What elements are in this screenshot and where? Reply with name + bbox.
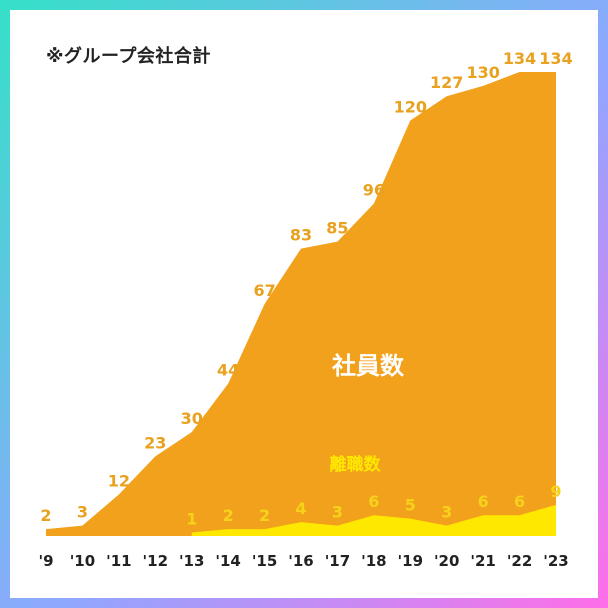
x-tick-label: '19 [398,552,423,570]
resignations-data-label: 5 [405,496,416,515]
x-tick-label: '14 [215,552,240,570]
x-tick-label: '17 [325,552,350,570]
employees-data-label: 127 [430,73,463,92]
resignations-data-label: 1 [186,510,197,529]
resignations-data-label: 2 [259,506,270,525]
x-tick-label: '21 [470,552,495,570]
x-tick-label: '11 [106,552,131,570]
resignations-data-label: 3 [441,503,452,522]
x-tick-label: '10 [70,552,95,570]
x-tick-label: '12 [143,552,168,570]
x-tick-label: '9 [38,552,53,570]
x-tick-label: '16 [288,552,313,570]
resignations-data-label: 2 [223,506,234,525]
x-tick-label: '22 [507,552,532,570]
employees-data-label: 85 [326,219,348,238]
employees-area [46,72,556,536]
resignations-data-label: 9 [550,482,561,501]
x-tick-label: '15 [252,552,277,570]
resignations-data-label: 6 [514,492,525,511]
employees-data-label: 67 [253,281,275,300]
resignations-series-label: 離職数 [330,454,382,475]
employees-data-label: 3 [77,503,88,522]
employees-data-label: 30 [181,409,203,428]
x-tick-label: '18 [361,552,386,570]
employees-data-label: 23 [144,433,166,452]
resignations-area [191,504,556,536]
employees-series-label: 社員数 [332,352,405,380]
employees-data-label: 134 [503,49,536,68]
x-tick-label: '13 [179,552,204,570]
employees-data-label: 83 [290,226,312,245]
resignations-data-label: 6 [368,492,379,511]
x-tick-label: '20 [434,552,459,570]
employees-data-label: 2 [40,506,51,525]
resignations-data-label: 4 [295,499,306,518]
employees-data-label: 12 [108,471,130,490]
x-tick-label: '23 [543,552,568,570]
employees-data-label: 134 [539,49,572,68]
group-total-note: ※グループ会社合計 [46,46,211,67]
employees-data-label: 120 [394,97,427,116]
resignations-data-label: 6 [478,492,489,511]
employees-data-label: 130 [466,63,499,82]
employees-data-label: 44 [217,361,239,380]
employees-data-label: 96 [363,181,385,200]
resignations-data-label: 3 [332,503,343,522]
